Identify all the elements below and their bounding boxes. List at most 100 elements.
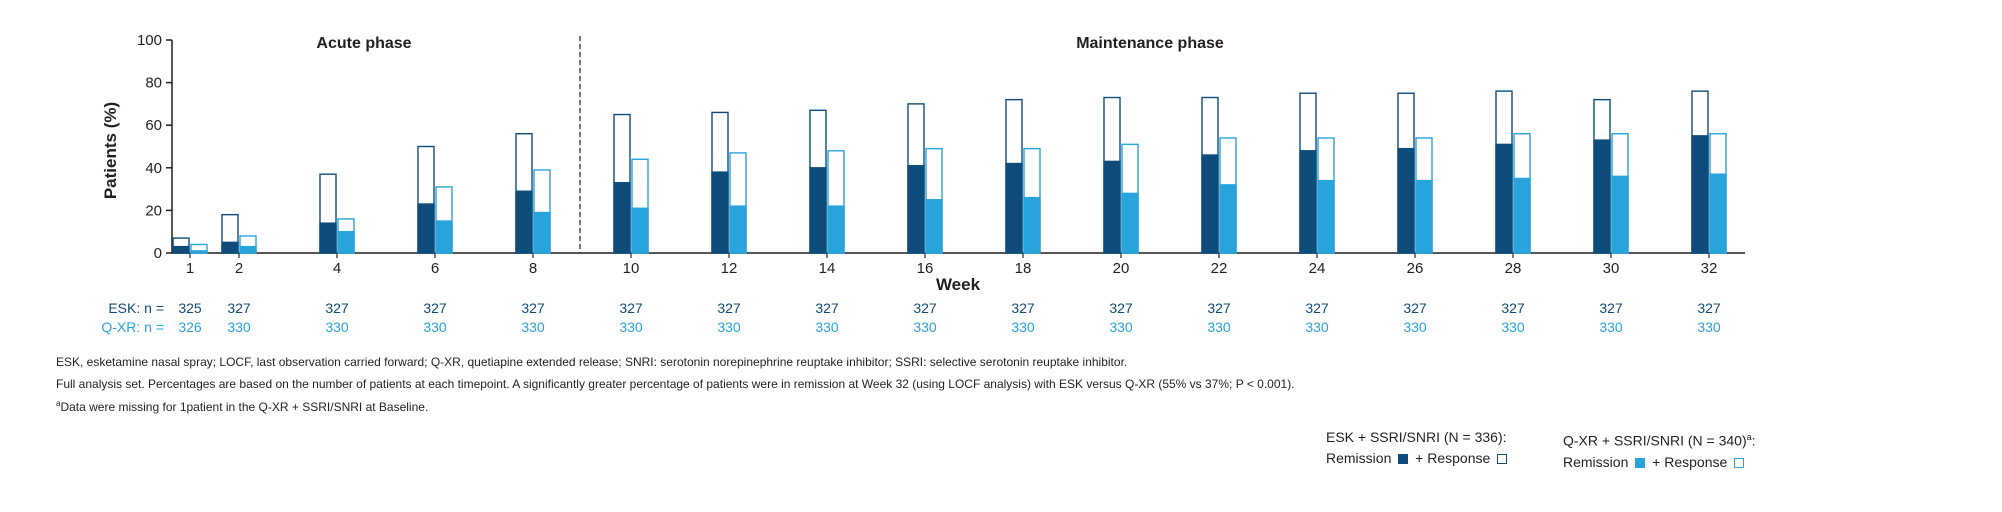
legend-qxr-response-swatch xyxy=(1734,457,1745,468)
n-value-esk: 327 xyxy=(1109,300,1133,316)
x-tick-label: 6 xyxy=(431,260,439,277)
bar-qxr-remission xyxy=(1513,177,1531,254)
bar-qxr-remission xyxy=(1121,192,1139,254)
bar-esk-remission xyxy=(711,171,729,254)
n-value-esk: 327 xyxy=(1501,300,1525,316)
n-value-qxr: 330 xyxy=(619,319,643,335)
x-tick-label: 10 xyxy=(623,260,640,277)
legend-qxr: Q-XR + SSRI/SNRI (N = 340)a: Remission +… xyxy=(1563,427,1756,473)
n-value-qxr: 330 xyxy=(913,319,937,335)
x-tick-label: 1 xyxy=(186,260,194,277)
x-tick-label: 20 xyxy=(1113,260,1130,277)
bar-esk-remission xyxy=(221,241,239,254)
bar-qxr-remission xyxy=(729,205,747,254)
n-value-esk: 327 xyxy=(1599,300,1623,316)
bar-qxr-remission xyxy=(631,207,649,254)
legend-esk-response-swatch xyxy=(1497,454,1508,464)
bar-esk-remission xyxy=(319,222,337,254)
n-value-qxr: 330 xyxy=(1697,319,1721,335)
bar-esk-remission xyxy=(417,203,435,254)
n-row-label-esk: ESK: n = xyxy=(108,300,164,316)
x-axis-title: Week xyxy=(936,275,981,294)
n-value-esk: 327 xyxy=(423,300,447,316)
bar-qxr-remission xyxy=(337,230,355,254)
legend-qxr-remission-label: Remission xyxy=(1563,453,1629,470)
n-value-esk: 327 xyxy=(717,300,741,316)
x-tick-label: 24 xyxy=(1309,260,1326,277)
y-tick-label: 80 xyxy=(145,75,162,92)
n-value-qxr: 330 xyxy=(325,319,349,335)
bar-qxr-remission xyxy=(1023,196,1041,254)
n-value-esk: 325 xyxy=(178,300,202,316)
legend-esk-response-label: Response xyxy=(1427,450,1491,466)
bar-esk-remission xyxy=(515,190,533,254)
n-value-qxr: 330 xyxy=(1011,319,1035,335)
bar-qxr-remission xyxy=(1415,179,1433,254)
y-tick-label: 20 xyxy=(145,202,162,219)
n-value-qxr: 330 xyxy=(521,319,545,335)
x-tick-label: 22 xyxy=(1211,260,1228,277)
legend-qxr-title-suffix: : xyxy=(1751,432,1756,449)
n-value-qxr: 330 xyxy=(1501,319,1525,335)
legend-esk: ESK + SSRI/SNRI (N = 336): Remission + R… xyxy=(1326,427,1510,469)
legend-esk-remission-label: Remission xyxy=(1326,450,1392,466)
y-tick-label: 100 xyxy=(137,32,162,49)
n-value-esk: 327 xyxy=(1305,300,1329,316)
n-value-esk: 327 xyxy=(1011,300,1035,316)
x-tick-label: 16 xyxy=(917,260,934,277)
legend-qxr-response-label: Response xyxy=(1664,453,1728,470)
phase-label-maintenance: Maintenance phase xyxy=(1076,35,1224,52)
bar-qxr-remission xyxy=(827,205,845,254)
legend-esk-row: Remission + Response xyxy=(1326,448,1510,469)
n-value-qxr: 330 xyxy=(1403,319,1427,335)
n-row-label-qxr: Q-XR: n = xyxy=(101,319,164,335)
n-value-qxr: 330 xyxy=(815,319,839,335)
x-tick-label: 26 xyxy=(1407,260,1424,277)
n-value-esk: 327 xyxy=(815,300,839,316)
n-value-qxr: 330 xyxy=(717,319,741,335)
bar-qxr-remission xyxy=(190,250,208,254)
footnote-analysis: Full analysis set. Percentages are based… xyxy=(56,377,1295,391)
bar-qxr-remission xyxy=(925,199,943,254)
y-tick-label: 60 xyxy=(145,117,162,134)
n-value-qxr: 330 xyxy=(1109,319,1133,335)
legend-qxr-plus: + xyxy=(1652,453,1661,470)
bar-esk-remission xyxy=(1691,135,1709,254)
bar-esk-remission xyxy=(1103,160,1121,254)
bar-qxr-remission xyxy=(1709,173,1727,254)
x-tick-label: 30 xyxy=(1603,260,1620,277)
x-tick-label: 14 xyxy=(819,260,836,277)
bar-esk-remission xyxy=(172,245,190,254)
legend-esk-plus: + xyxy=(1415,450,1424,466)
x-tick-label: 28 xyxy=(1505,260,1522,277)
n-value-esk: 327 xyxy=(227,300,251,316)
n-value-qxr: 326 xyxy=(178,319,202,335)
bars xyxy=(172,90,1727,254)
bar-esk-remission xyxy=(1299,150,1317,254)
legend-qxr-row: Remission + Response xyxy=(1563,452,1756,473)
bar-esk-remission xyxy=(1005,162,1023,254)
footnote-missing-text: Data were missing for 1patient in the Q-… xyxy=(60,400,429,414)
legend-esk-remission-swatch xyxy=(1398,454,1409,464)
x-tick-label: 8 xyxy=(529,260,537,277)
bar-esk-remission xyxy=(1495,143,1513,254)
n-value-qxr: 330 xyxy=(1207,319,1231,335)
bar-qxr-remission xyxy=(1317,179,1335,254)
footnote-abbreviations: ESK, esketamine nasal spray; LOCF, last … xyxy=(56,355,1128,369)
n-value-qxr: 330 xyxy=(423,319,447,335)
y-tick-label: 0 xyxy=(154,245,162,262)
y-tick-label: 40 xyxy=(145,160,162,177)
bar-esk-remission xyxy=(907,164,925,254)
x-tick-label: 18 xyxy=(1015,260,1032,277)
bar-esk-remission xyxy=(809,167,827,254)
bar-esk-remission xyxy=(613,182,631,254)
bar-esk-remission xyxy=(1397,147,1415,254)
bar-qxr-remission xyxy=(239,245,257,254)
n-value-esk: 327 xyxy=(619,300,643,316)
n-value-esk: 327 xyxy=(325,300,349,316)
bar-qxr-remission xyxy=(1219,184,1237,254)
footnote-missing-data: aData were missing for 1patient in the Q… xyxy=(56,399,428,414)
bar-esk-remission xyxy=(1593,139,1611,254)
footnote-marker: a xyxy=(56,399,61,408)
y-axis-title: Patients (%) xyxy=(101,102,120,199)
